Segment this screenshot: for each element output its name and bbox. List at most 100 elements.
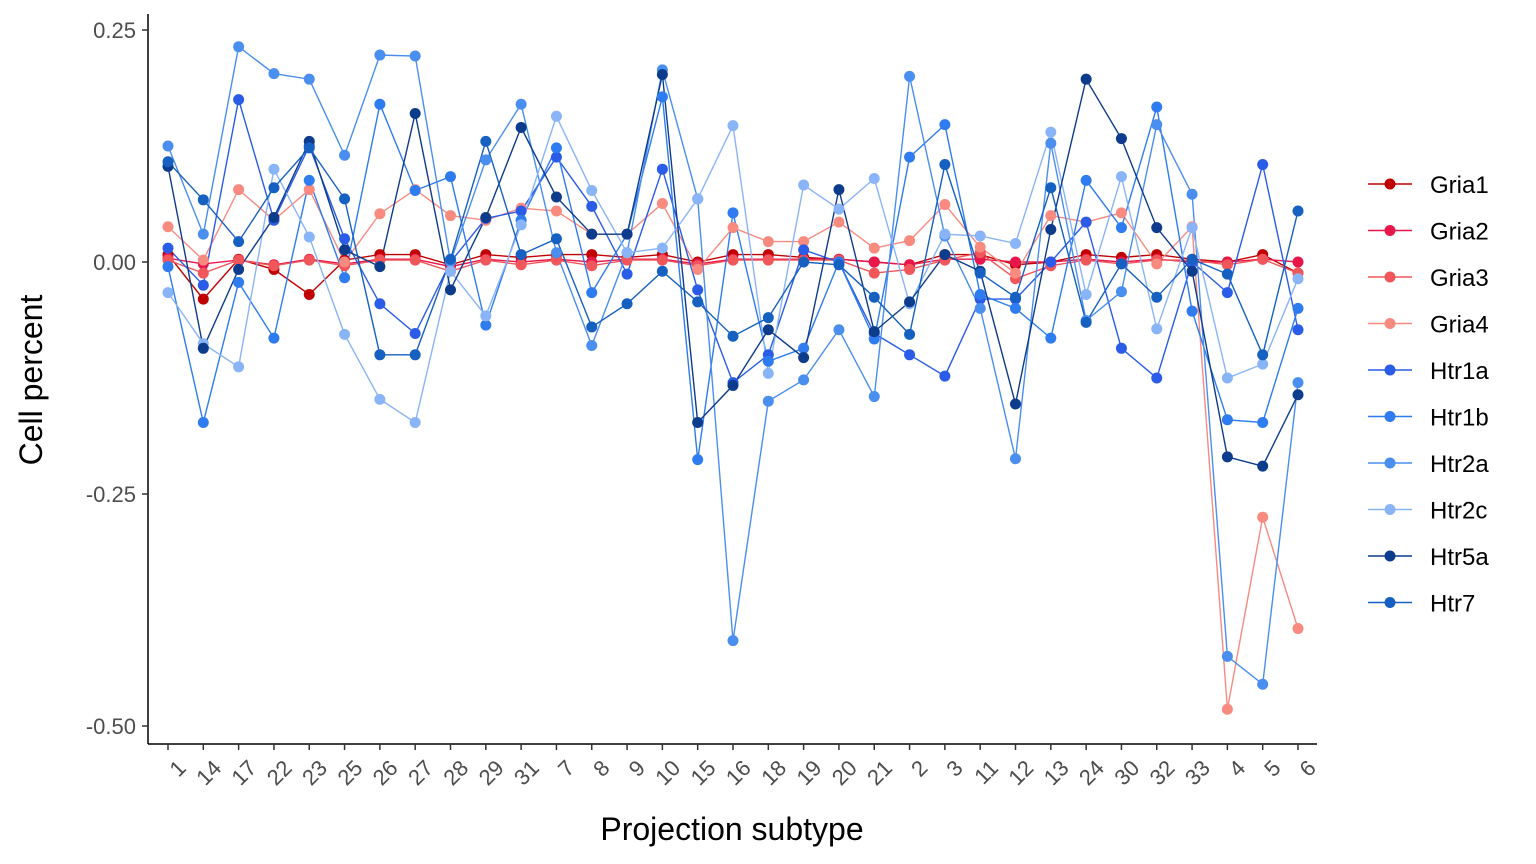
data-point-htr2c — [762, 367, 774, 379]
data-point-htr1a — [550, 151, 562, 163]
data-point-htr2c — [586, 185, 598, 197]
data-point-htr7 — [1080, 316, 1092, 328]
data-point-gria4 — [445, 210, 456, 222]
data-point-htr2c — [162, 287, 174, 299]
data-point-htr2a — [268, 68, 280, 80]
legend-item-gria3: Gria3 — [1368, 265, 1489, 292]
x-tick-label: 14 — [191, 755, 226, 790]
data-point-htr5a — [656, 69, 668, 81]
data-point-htr1b — [1010, 302, 1021, 314]
data-point-htr1b — [550, 142, 562, 154]
data-point-htr7 — [445, 253, 456, 265]
series-line-htr2a — [167, 45, 1299, 686]
data-point-gria3 — [762, 254, 774, 266]
legend-item-htr7: Htr7 — [1368, 591, 1475, 618]
data-point-htr1b — [727, 207, 739, 219]
data-point-gria3 — [409, 254, 421, 266]
data-point-htr2a — [904, 70, 916, 82]
data-point-htr2a — [1292, 377, 1304, 389]
data-point-gria4 — [904, 235, 916, 247]
data-point-htr5a — [621, 228, 633, 240]
legend-item-htr2c: Htr2c — [1368, 498, 1487, 525]
legend-label: Htr2a — [1430, 451, 1489, 478]
data-point-htr2a — [798, 374, 810, 386]
data-point-htr5a — [1115, 133, 1127, 145]
data-point-htr5a — [1186, 265, 1198, 277]
data-point-htr1b — [1292, 302, 1304, 314]
data-point-htr1b — [374, 98, 386, 110]
x-tick-label: 20 — [827, 755, 862, 790]
data-point-htr1a — [339, 233, 351, 245]
data-point-htr5a — [374, 261, 386, 273]
data-point-htr7 — [374, 349, 386, 361]
data-point-htr5a — [480, 211, 492, 223]
data-point-htr2c — [798, 179, 810, 191]
data-point-htr2c — [515, 219, 527, 231]
data-point-htr2a — [1151, 119, 1163, 131]
data-point-gria4 — [197, 254, 209, 266]
y-tick-label: -0.50 — [86, 714, 136, 739]
data-point-htr2c — [1221, 372, 1233, 384]
legend-label: Htr2c — [1430, 498, 1487, 525]
data-point-htr2c — [445, 265, 456, 277]
legend: Gria1 Gria2 Gria3 Gria4 Htr1a Htr1b Htr2a Htr2c… — [1368, 172, 1489, 618]
data-point-htr7 — [762, 312, 774, 324]
data-point-htr2c — [692, 193, 704, 205]
legend-item-gria2: Gria2 — [1368, 219, 1489, 246]
data-point-gria4 — [162, 221, 174, 233]
data-point-gria4 — [1292, 623, 1304, 635]
data-point-htr2c — [974, 230, 986, 242]
data-point-gria3 — [480, 254, 492, 266]
x-tick-label: 4 — [1224, 755, 1250, 781]
data-point-htr7 — [1221, 268, 1233, 280]
x-tick-label: 16 — [721, 755, 756, 790]
data-point-htr1a — [621, 268, 633, 280]
data-point-gria4 — [656, 198, 668, 210]
data-point-htr7 — [692, 296, 704, 308]
data-point-htr2a — [374, 49, 386, 61]
data-point-htr1b — [1080, 174, 1092, 186]
data-point-htr2c — [1010, 237, 1021, 249]
data-point-htr7 — [162, 156, 174, 168]
data-point-htr5a — [1010, 398, 1021, 410]
x-tick-label: 28 — [438, 755, 473, 790]
data-point-htr5a — [233, 263, 245, 275]
data-point-htr5a — [339, 244, 351, 256]
data-point-htr7 — [1292, 205, 1304, 217]
x-axis-title: Projection subtype — [600, 811, 863, 847]
x-tick-label: 31 — [509, 755, 544, 790]
data-point-htr2a — [1186, 188, 1198, 200]
data-point-htr1b — [1045, 332, 1057, 344]
y-axis-ticks: 0.25 0.00 -0.25 -0.50 — [86, 18, 148, 739]
data-point-htr5a — [904, 296, 916, 308]
data-point-htr1b — [445, 171, 456, 183]
data-point-gria4 — [1221, 703, 1233, 715]
y-tick-label: 0.00 — [93, 250, 136, 275]
legend-item-htr1a: Htr1a — [1368, 358, 1489, 385]
legend-label: Htr1a — [1430, 358, 1489, 385]
data-point-htr7 — [798, 256, 810, 268]
data-point-gria4 — [374, 208, 386, 220]
data-point-htr2c — [233, 361, 245, 373]
data-point-htr1a — [586, 200, 598, 212]
data-point-htr5a — [409, 108, 421, 120]
data-point-htr1a — [515, 205, 527, 217]
data-point-htr5a — [550, 191, 562, 203]
legend-item-htr5a: Htr5a — [1368, 544, 1489, 571]
data-point-htr2a — [197, 228, 209, 240]
data-point-gria2 — [868, 256, 880, 268]
data-point-htr2c — [1186, 222, 1198, 234]
data-point-htr1a — [233, 94, 245, 106]
x-tick-label: 17 — [226, 755, 261, 790]
data-point-htr1a — [798, 244, 810, 256]
data-point-htr2a — [515, 98, 527, 110]
series-line-htr2c — [167, 114, 1299, 424]
data-point-htr5a — [1045, 224, 1057, 236]
x-tick-label: 11 — [969, 755, 1003, 789]
data-point-htr2a — [233, 41, 245, 53]
x-tick-label: 25 — [332, 755, 367, 790]
data-point-htr2c — [621, 247, 633, 259]
data-point-htr1b — [656, 91, 668, 103]
data-point-gria4 — [974, 241, 986, 253]
data-point-htr2c — [303, 231, 315, 243]
